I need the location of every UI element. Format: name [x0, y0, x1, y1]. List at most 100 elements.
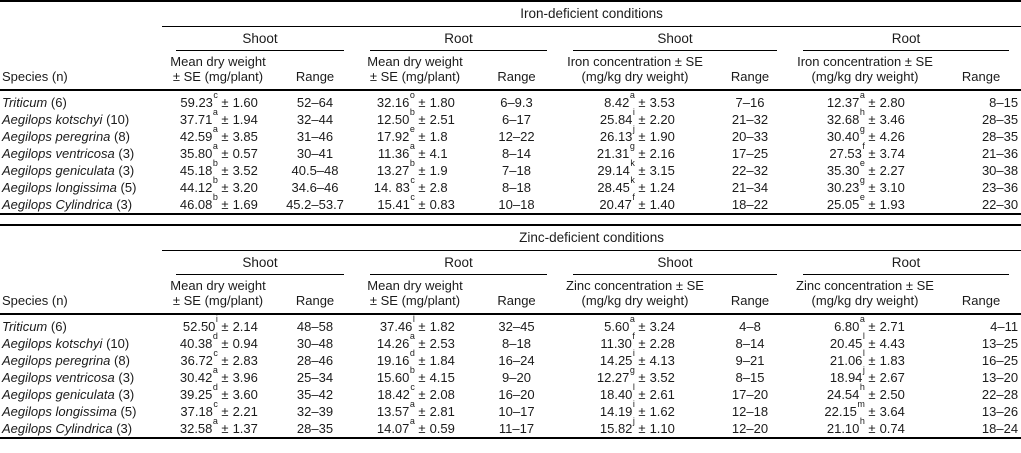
standard-error-value: 4.13 [649, 353, 675, 368]
range-value: 32–39 [296, 404, 334, 419]
range-column-header: Range [941, 275, 1021, 315]
value-cell: 36.72c ±2.83 [162, 348, 274, 369]
range-cell: 34.6–46 [274, 179, 356, 196]
mean-number: 8.42 [604, 95, 630, 110]
standard-error-value: 4.43 [879, 336, 905, 351]
plus-minus-sign: ± [638, 146, 646, 161]
value-cell: 44.12b ±3.20 [162, 175, 274, 196]
mean-number: 32.16 [376, 95, 410, 110]
value-cell: 32.58a ±1.37 [162, 416, 274, 438]
mean-value: 21.06l [818, 348, 865, 369]
species-count: (6) [50, 319, 67, 334]
value-cell: 13.57a ±2.81 [356, 399, 474, 420]
mean-se-value: 14.07a ±0.59 [368, 416, 461, 437]
plus-minus-sign: ± [418, 180, 426, 195]
plus-minus-sign: ± [638, 197, 646, 212]
significance-letter: f [632, 191, 635, 202]
table-row: Triticum (6) 59.23c ±1.60 52–64 32.16o ±1.80 6… [0, 90, 1021, 111]
mean-value: 35.30e [818, 158, 865, 179]
plus-minus-sign: ± [221, 163, 229, 178]
mean-number: 15.41 [377, 197, 410, 212]
mean-number: 46.08 [179, 197, 213, 212]
species-cell: Aegilops kotschyi (10) [0, 111, 162, 128]
mean-se-value: 30.42a ±3.96 [171, 365, 264, 386]
standard-error-value: 4.15 [429, 370, 455, 385]
standard-error-value: 1.24 [649, 180, 675, 195]
significance-letter: f [862, 140, 865, 151]
range-value: 8–15 [735, 370, 765, 385]
value-cell: 35.30e ±2.27 [789, 158, 941, 179]
mean-se-value: 37.46l ±1.82 [368, 314, 461, 335]
range-cell: 28–46 [274, 352, 356, 369]
species-name: Aegilops kotschyi [2, 112, 103, 127]
range-value: 12–18 [731, 404, 769, 419]
range-cell: 12–18 [711, 403, 789, 420]
range-cell: 8–14 [474, 145, 559, 162]
plus-minus-sign: ± [221, 95, 229, 110]
standard-error-value: 1.94 [232, 112, 258, 127]
range-value: 6–9.3 [500, 95, 533, 110]
header-line-1: Zinc concentration ± SE [566, 278, 704, 293]
species-cell: Aegilops Cylindrica (3) [0, 420, 162, 438]
species-name: Aegilops longissima [2, 404, 117, 419]
mean-number: 32.58 [179, 421, 213, 436]
plus-minus-sign: ± [221, 180, 229, 195]
table-header: Zinc-deficient conditions Shoot Root Shoot R… [0, 225, 1021, 315]
mean-number: 19.16 [376, 353, 410, 368]
significance-letter: a [859, 89, 865, 100]
table-row: Aegilops Cylindrica (3) 32.58a ±1.37 28–35 1… [0, 416, 1021, 438]
standard-error-value: 2.20 [649, 112, 675, 127]
plus-minus-sign: ± [418, 197, 426, 212]
mean-se-value: 40.38d ±0.94 [171, 331, 264, 352]
significance-letter: e [859, 157, 865, 168]
mean-number: 30.23 [826, 180, 860, 195]
group-header-label: Root [891, 255, 921, 270]
mean-se-value: 32.58a ±1.37 [171, 416, 264, 437]
value-cell: 37.71a ±1.94 [162, 107, 274, 128]
value-cell: 15.82j ±1.10 [559, 416, 711, 438]
range-value: 18–24 [981, 421, 1019, 436]
species-count: (5) [120, 180, 137, 195]
range-value: 34.6–46 [291, 180, 339, 195]
value-cell: 14.07a ±0.59 [356, 416, 474, 438]
mean-se-value: 37.18c ±2.21 [171, 399, 264, 420]
mean-value: 24.54h [818, 382, 865, 403]
plus-minus-sign: ± [868, 197, 876, 212]
group-header-root: Root [789, 251, 1021, 275]
value-cell: 37.18c ±2.21 [162, 399, 274, 420]
standard-error-value: 1.84 [429, 353, 455, 368]
mean-number: 18.40 [599, 387, 633, 402]
standard-error-value: 1.8 [429, 129, 448, 144]
species-cell: Aegilops peregrina (8) [0, 352, 162, 369]
significance-letter: i [632, 347, 635, 358]
significance-letter: d [409, 347, 415, 358]
value-cell: 32.16o ±1.80 [356, 90, 474, 111]
mean-se-value: 12.37a ±2.80 [818, 90, 911, 111]
plus-minus-sign: ± [221, 421, 229, 436]
mean-number: 5.60 [604, 319, 630, 334]
mean-se-value: 11.30f ±2.28 [588, 331, 681, 352]
plus-minus-sign: ± [418, 112, 426, 127]
range-cell: 13–26 [941, 403, 1021, 420]
group-header-label: Root [444, 31, 473, 46]
value-cell: 18.94j ±2.67 [789, 365, 941, 386]
range-cell: 28–35 [941, 128, 1021, 145]
mean-value: 26.13j [588, 124, 635, 145]
range-cell: 30–48 [274, 335, 356, 352]
range-value: 20–33 [731, 129, 769, 144]
plus-minus-sign: ± [418, 353, 426, 368]
range-cell: 16–24 [474, 352, 559, 369]
range-value: 25–34 [296, 370, 334, 385]
range-cell: 30–41 [274, 145, 356, 162]
standard-error-value: 1.37 [232, 421, 258, 436]
range-header-label: Range [295, 293, 335, 308]
group-header-shoot: Shoot [162, 251, 356, 275]
species-cell: Aegilops ventricosa (3) [0, 145, 162, 162]
range-cell: 7–18 [474, 162, 559, 179]
group-header-shoot: Shoot [559, 251, 789, 275]
mean-se-value: 14.19i ±1.62 [588, 399, 681, 420]
mean-se-value: 21.06l ±1.83 [818, 348, 911, 369]
range-cell: 32–45 [474, 314, 559, 335]
mean-number: 28.45 [597, 180, 630, 195]
value-cell: 30.23g ±3.10 [789, 175, 941, 196]
